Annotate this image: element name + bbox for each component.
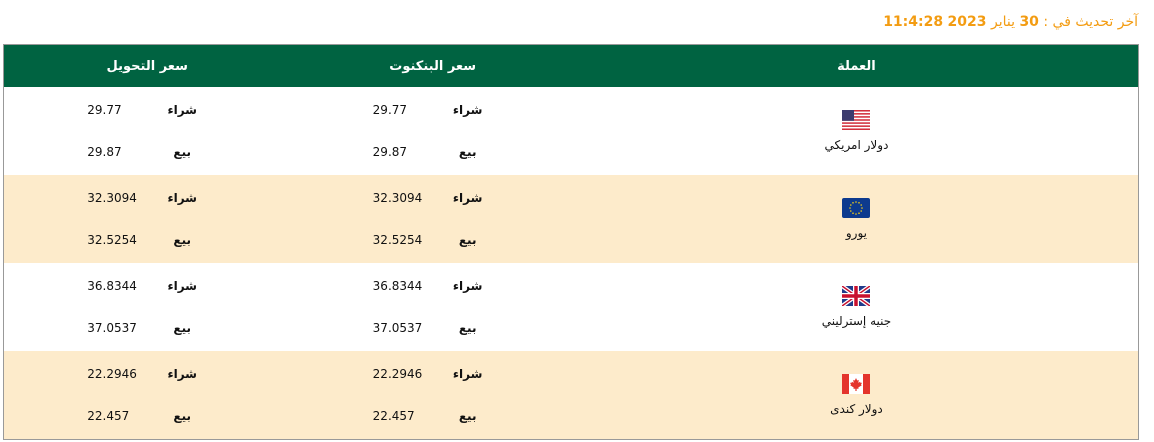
banknote-cell: شراء 32.3094 بيع 32.5254 xyxy=(290,175,575,263)
currency-row: دولار امريكي شراء 29.77 بيع 29.87 شراء 29.77 بي… xyxy=(4,87,1139,175)
transfer-buy: شراء 32.3094 xyxy=(4,177,290,219)
currency-name: يورو xyxy=(845,226,868,240)
banknote-buy: شراء 36.8344 xyxy=(290,265,574,307)
banknote-cell: شراء 36.8344 بيع 37.0537 xyxy=(290,263,574,351)
transfer-sell: بيع 32.5254 xyxy=(4,219,290,261)
currency-cell: يورو xyxy=(574,175,1139,263)
transfer-buy-value: 36.8344 xyxy=(87,279,137,293)
updated-month: يناير xyxy=(990,14,1015,30)
uk-flag-icon xyxy=(841,284,872,308)
currency-name: دولار امريكي xyxy=(824,138,889,152)
currency-cell: جنيه إسترليني xyxy=(575,263,1139,351)
buy-label: شراء xyxy=(452,367,483,381)
buy-label: شراء xyxy=(167,279,197,293)
transfer-sell-value: 32.5254 xyxy=(87,233,137,247)
banknote-buy: شراء 32.3094 xyxy=(290,177,574,219)
updated-prefix: آخر تحديث في : xyxy=(1043,14,1138,30)
banknote-cell: شراء 29.77 بيع 29.87 xyxy=(290,87,574,175)
buy-label: شراء xyxy=(167,103,197,117)
transfer-sell: بيع 29.87 xyxy=(4,131,290,173)
banknote-sell-value: 37.0537 xyxy=(372,321,423,335)
sell-label: بيع xyxy=(458,233,477,247)
header-currency: العملة xyxy=(574,44,1139,87)
transfer-cell: شراء 36.8344 بيع 37.0537 xyxy=(4,263,291,351)
banknote-buy-value: 36.8344 xyxy=(372,279,423,293)
banknote-buy: شراء 29.77 xyxy=(290,89,574,131)
currency-row: جنيه إسترليني شراء 36.8344 بيع 37.0537 شراء 36… xyxy=(4,263,1139,351)
updated-time: 11:4:28 xyxy=(883,14,944,30)
transfer-buy: شراء 22.2946 xyxy=(4,353,290,395)
ca-flag-icon xyxy=(842,374,871,394)
transfer-sell-value: 37.0537 xyxy=(87,321,137,335)
rates-table: العملة سعر البنكنوت سعر التحويل دولار ام… xyxy=(3,44,1139,440)
currency-name: جنيه إسترليني xyxy=(821,314,892,328)
transfer-buy: شراء 36.8344 xyxy=(4,265,290,307)
updated-year: 2023 xyxy=(947,14,987,30)
transfer-cell: شراء 29.77 بيع 29.87 xyxy=(4,87,291,175)
banknote-sell: بيع 37.0537 xyxy=(290,307,574,349)
sell-label: بيع xyxy=(173,409,192,423)
banknote-sell-value: 32.5254 xyxy=(372,233,423,247)
banknote-buy-value: 29.77 xyxy=(372,103,408,117)
banknote-sell: بيع 22.457 xyxy=(290,395,574,437)
transfer-buy-value: 32.3094 xyxy=(87,191,137,205)
banknote-sell-value: 29.87 xyxy=(372,145,408,159)
banknote-buy-value: 22.2946 xyxy=(372,367,423,381)
banknote-sell-value: 22.457 xyxy=(372,409,415,423)
transfer-buy: شراء 29.77 xyxy=(4,89,290,131)
banknote-buy: شراء 22.2946 xyxy=(290,353,574,395)
sell-label: بيع xyxy=(173,321,192,335)
currency-cell: دولار كندى xyxy=(574,351,1139,440)
sell-label: بيع xyxy=(458,409,477,423)
buy-label: شراء xyxy=(167,191,197,205)
sell-label: بيع xyxy=(458,145,477,159)
updated-day: 30 xyxy=(1019,14,1039,30)
banknote-buy-value: 32.3094 xyxy=(372,191,423,205)
eu-flag-icon xyxy=(842,198,871,218)
sell-label: بيع xyxy=(173,145,192,159)
banknote-sell: بيع 32.5254 xyxy=(290,219,574,261)
currency-name: دولار كندى xyxy=(830,402,883,416)
transfer-buy-value: 29.77 xyxy=(87,103,122,117)
transfer-sell-value: 29.87 xyxy=(87,145,122,159)
currency-cell: دولار امريكي xyxy=(575,87,1139,175)
header-banknote: سعر البنكنوت xyxy=(290,44,575,87)
transfer-buy-value: 22.2946 xyxy=(87,367,137,381)
buy-label: شراء xyxy=(167,367,197,381)
header-transfer: سعر التحويل xyxy=(3,44,291,87)
banknote-cell: شراء 22.2946 بيع 22.457 xyxy=(290,351,575,440)
transfer-sell-value: 22.457 xyxy=(87,409,130,423)
banknote-sell: بيع 29.87 xyxy=(290,131,574,173)
buy-label: شراء xyxy=(452,279,483,293)
buy-label: شراء xyxy=(452,191,483,205)
us-flag-icon xyxy=(842,110,871,131)
sell-label: بيع xyxy=(173,233,192,247)
transfer-sell: بيع 37.0537 xyxy=(4,307,290,349)
transfer-cell: شراء 32.3094 بيع 32.5254 xyxy=(3,175,291,263)
transfer-sell: بيع 22.457 xyxy=(4,395,290,437)
currency-row: دولار كندى شراء 22.2946 بيع 22.457 شراء 22.294… xyxy=(3,351,1139,440)
transfer-cell: شراء 22.2946 بيع 22.457 xyxy=(3,351,291,440)
currency-row: يورو شراء 32.3094 بيع 32.5254 شراء 32.3094 بيع 3… xyxy=(3,175,1139,263)
sell-label: بيع xyxy=(458,321,477,335)
buy-label: شراء xyxy=(452,103,483,117)
last-updated: آخر تحديث في : 30 يناير 2023 11:4:28 xyxy=(883,14,1138,30)
